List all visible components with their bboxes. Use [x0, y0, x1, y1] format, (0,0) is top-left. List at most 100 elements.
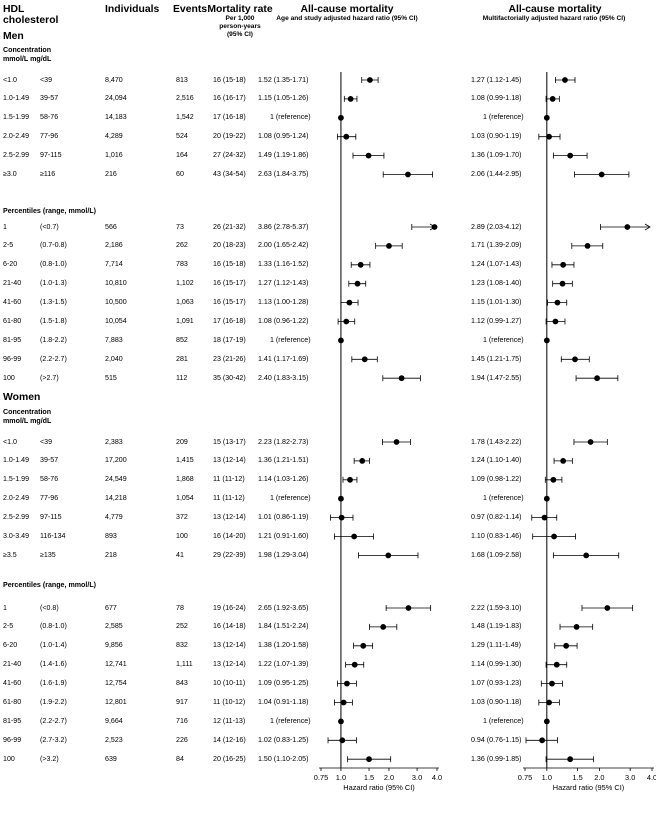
row-hazard-ratio-1: 1.84 (1.51-2.24) — [258, 622, 309, 631]
row-individuals: 7,714 — [105, 260, 123, 269]
row-individuals: 7,883 — [105, 335, 123, 344]
row-events: 1,542 — [176, 113, 194, 122]
point-estimate — [567, 756, 574, 763]
row-individuals: 218 — [105, 550, 117, 559]
row-events: 100 — [176, 532, 188, 540]
row-label-mgdl: 58-76 — [40, 475, 59, 484]
row-label-mgdl: 39-57 — [40, 456, 59, 465]
row-hazard-ratio-2: 0.94 (0.76-1.15) — [471, 735, 522, 744]
row-events: 112 — [176, 373, 188, 382]
row-label-mgdl: (0.8-1.0) — [40, 622, 67, 631]
x-axis-label-1: Hazard ratio (95% CI) — [343, 783, 414, 792]
row-events: 1,054 — [176, 494, 194, 503]
row-hazard-ratio-1: 1.52 (1.35-1.71) — [258, 75, 309, 84]
row-events: 1,063 — [176, 298, 194, 307]
row-mortality-rate: 20 (19-22) — [213, 132, 246, 141]
row-individuals: 10,054 — [105, 317, 127, 325]
row-events: 524 — [176, 132, 188, 141]
row-individuals: 515 — [105, 373, 117, 382]
row-events: 783 — [176, 260, 188, 269]
row-individuals: 566 — [105, 222, 117, 231]
point-estimate — [338, 114, 344, 121]
point-estimate — [359, 458, 366, 464]
row-mortality-rate: 16 (15-17) — [213, 279, 246, 288]
point-estimate — [594, 375, 601, 382]
row-label-mmol: 41-60 — [3, 298, 22, 307]
row-hazard-ratio-1: 1.38 (1.20-1.58) — [258, 641, 309, 650]
x-tick-label: 4.0 — [647, 773, 656, 782]
row-label-mgdl: (>2.7) — [40, 373, 59, 382]
allcause-right-header: All-cause mortality — [508, 4, 602, 15]
row-hazard-ratio-2: 1.45 (1.21-1.75) — [471, 354, 522, 363]
row-hazard-ratio-2: 1.71 (1.39-2.09) — [471, 241, 522, 250]
row-hazard-ratio-2: 1 (reference) — [483, 494, 524, 503]
group-heading: mmol/L mg/dL — [3, 417, 52, 425]
x-tick-label: 3.0 — [412, 773, 422, 782]
row-individuals: 17,200 — [105, 456, 127, 465]
row-label-mmol: 2.5-2.99 — [3, 513, 30, 522]
row-hazard-ratio-2: 1.36 (1.09-1.70) — [471, 151, 522, 160]
row-events: 78 — [176, 603, 184, 612]
row-hazard-ratio-1: 1.21 (0.91-1.60) — [258, 532, 309, 540]
row-individuals: 2,186 — [105, 241, 123, 250]
row-mortality-rate: 27 (24-32) — [213, 151, 246, 160]
row-hazard-ratio-1: 1.14 (1.03-1.26) — [258, 475, 309, 484]
row-individuals: 2,585 — [105, 622, 123, 631]
row-mortality-rate: 16 (15-18) — [213, 75, 246, 84]
row-hazard-ratio-1: 1.01 (0.86-1.19) — [258, 513, 309, 522]
row-mortality-rate: 16 (14-18) — [213, 622, 246, 631]
row-hazard-ratio-1: 1.50 (1.10-2.05) — [258, 754, 309, 763]
point-estimate — [339, 737, 346, 744]
row-label-mgdl: (1.5-1.8) — [40, 317, 67, 325]
row-label-mmol: 96-99 — [3, 735, 22, 744]
point-estimate — [624, 224, 631, 230]
group-heading: Percentiles (range, mmol/L) — [3, 581, 97, 589]
point-estimate — [386, 243, 392, 249]
row-label-mmol: 61-80 — [3, 698, 22, 706]
row-mortality-rate: 10 (10-11) — [213, 679, 246, 688]
point-estimate — [541, 514, 548, 521]
x-tick-label: 3.0 — [625, 773, 635, 782]
point-estimate — [559, 280, 566, 287]
row-hazard-ratio-1: 1.04 (0.91-1.18) — [258, 698, 309, 706]
row-label-mmol: ≥3.5 — [3, 550, 17, 559]
row-mortality-rate: 35 (30-42) — [213, 373, 246, 382]
row-hazard-ratio-2: 1.03 (0.90-1.18) — [471, 698, 522, 706]
row-hazard-ratio-1: 2.40 (1.83-3.15) — [258, 373, 309, 382]
row-label-mgdl: (0.8-1.0) — [40, 260, 67, 269]
row-mortality-rate: 26 (21-32) — [213, 222, 246, 231]
row-label-mmol: 1.5-1.99 — [3, 475, 30, 484]
group-heading: mmol/L mg/dL — [3, 55, 52, 63]
group-heading: Concentration — [3, 46, 52, 54]
point-estimate — [338, 514, 345, 521]
row-hazard-ratio-1: 1.98 (1.29-3.04) — [258, 550, 309, 559]
row-individuals: 14,183 — [105, 113, 127, 122]
point-estimate — [553, 661, 560, 668]
x-tick-label: 2.0 — [594, 773, 604, 782]
row-hazard-ratio-1: 1.27 (1.12-1.43) — [258, 279, 309, 288]
row-label-mmol: 6-20 — [3, 641, 18, 650]
row-mortality-rate: 20 (18-23) — [213, 241, 246, 250]
row-hazard-ratio-2: 1.15 (1.01-1.30) — [471, 298, 522, 307]
point-estimate — [354, 280, 361, 287]
row-label-mmol: 6-20 — [3, 260, 18, 269]
row-mortality-rate: 16 (16-17) — [213, 94, 246, 103]
point-estimate — [347, 96, 354, 102]
row-hazard-ratio-2: 1.14 (0.99-1.30) — [471, 660, 522, 669]
point-estimate — [543, 718, 550, 725]
row-hazard-ratio-2: 1.08 (0.99-1.18) — [471, 94, 522, 103]
row-hazard-ratio-1: 2.63 (1.84-3.75) — [258, 170, 309, 178]
row-mortality-rate: 16 (15-18) — [213, 260, 246, 269]
row-hazard-ratio-2: 1.36 (0.99-1.85) — [471, 754, 522, 763]
group-heading: Percentiles (range, mmol/L) — [3, 207, 97, 215]
row-label-mmol: 100 — [3, 373, 15, 382]
row-label-mmol: 2.0-2.49 — [3, 494, 30, 503]
row-hazard-ratio-2: 1 (reference) — [483, 335, 524, 344]
row-events: 262 — [176, 241, 188, 250]
point-estimate — [340, 699, 347, 706]
row-individuals: 12,754 — [105, 679, 127, 688]
point-estimate — [343, 318, 350, 325]
row-label-mgdl: <39 — [40, 437, 53, 446]
row-hazard-ratio-1: 1.15 (1.05-1.26) — [258, 94, 309, 103]
